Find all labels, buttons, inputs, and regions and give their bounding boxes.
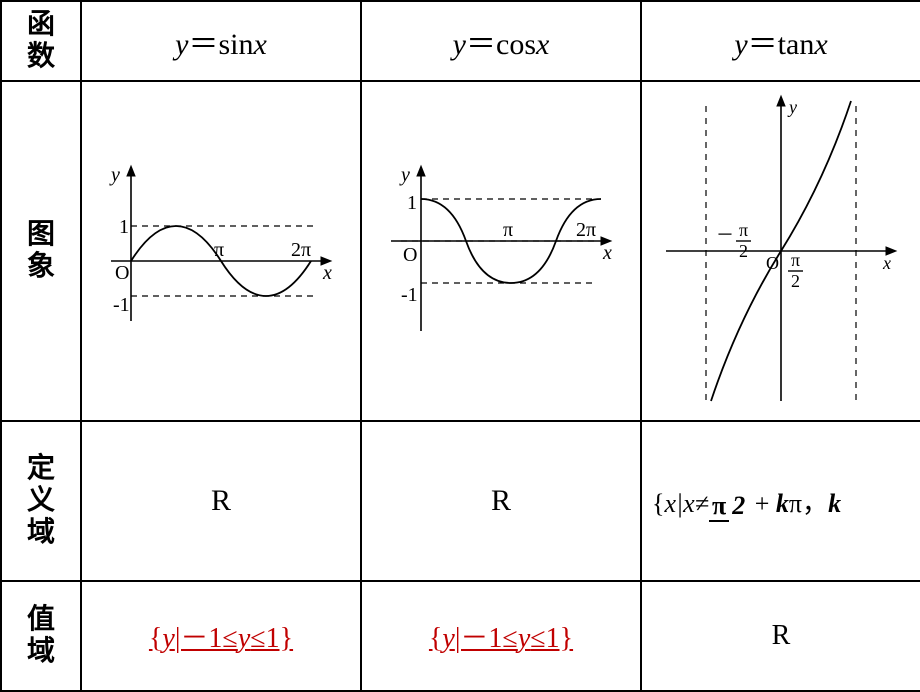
domain-cos: R — [361, 421, 641, 581]
svg-text:1: 1 — [407, 192, 417, 214]
svg-text:－: － — [716, 225, 734, 245]
svg-text:O: O — [115, 262, 129, 284]
sin-graph-cell: y x O 1 -1 π 2π — [81, 81, 361, 421]
range-cos: {y|－1≤y≤1} — [361, 581, 641, 691]
svg-text:-1: -1 — [401, 284, 418, 306]
svg-text:y: y — [787, 97, 797, 117]
svg-text:π: π — [739, 220, 748, 240]
svg-text:2π: 2π — [576, 219, 596, 241]
svg-text:O: O — [403, 244, 417, 266]
domain-tan: {x|x≠π2 + kπ，k — [641, 421, 920, 581]
graph-row-label: 图 象 — [1, 81, 81, 421]
svg-text:π: π — [503, 219, 513, 241]
header-row-label: 函 数 — [1, 1, 81, 81]
svg-text:x: x — [882, 253, 891, 273]
cos-graph: y x O 1 -1 π 2π — [381, 151, 621, 351]
svg-text:y: y — [109, 164, 120, 186]
svg-text:π: π — [791, 250, 800, 270]
col-header-tan: y＝tanx — [641, 1, 920, 81]
trig-properties-table: 函 数 y＝sinx y＝cosx y＝tanx 图 象 — [0, 0, 920, 692]
range-row-label: 值 域 — [1, 581, 81, 691]
svg-text:1: 1 — [119, 216, 129, 238]
tan-graph: y x O － π 2 π 2 — [661, 91, 901, 411]
svg-text:2: 2 — [739, 241, 748, 261]
range-tan: R — [641, 581, 920, 691]
col-header-cos: y＝cosx — [361, 1, 641, 81]
domain-row-label: 定 义 域 — [1, 421, 81, 581]
svg-text:2: 2 — [791, 271, 800, 291]
range-sin: {y|－1≤y≤1} — [81, 581, 361, 691]
col-header-sin: y＝sinx — [81, 1, 361, 81]
tan-graph-cell: y x O － π 2 π 2 — [641, 81, 920, 421]
domain-sin: R — [81, 421, 361, 581]
svg-text:y: y — [399, 164, 410, 186]
svg-text:x: x — [322, 262, 332, 284]
svg-text:π: π — [214, 239, 224, 261]
cos-graph-cell: y x O 1 -1 π 2π — [361, 81, 641, 421]
svg-text:-1: -1 — [113, 294, 130, 316]
sin-graph: y x O 1 -1 π 2π — [101, 151, 341, 351]
svg-text:2π: 2π — [291, 239, 311, 261]
svg-text:x: x — [602, 242, 612, 264]
svg-text:O: O — [766, 253, 779, 273]
